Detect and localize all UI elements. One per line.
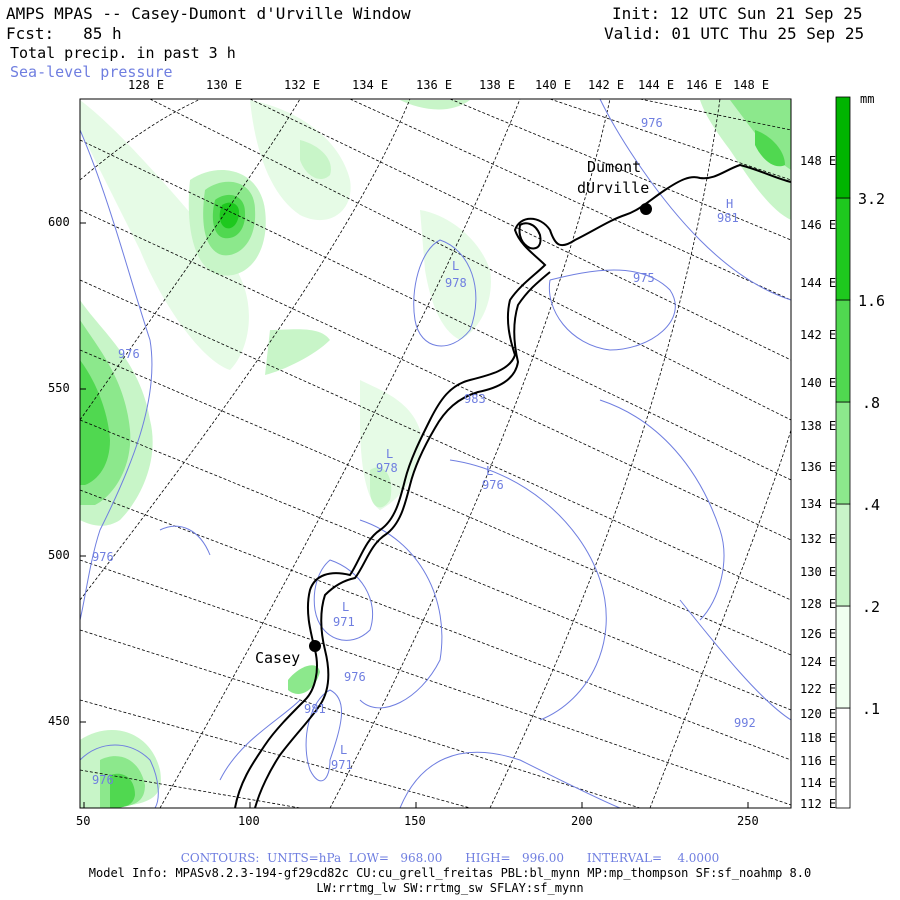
lon-label-right: 140 E: [800, 376, 837, 390]
lon-label-right: 116 E: [800, 754, 837, 768]
lon-label-right: 142 E: [800, 328, 837, 342]
slp-label: 981: [304, 702, 326, 716]
slp-label: 976: [92, 773, 114, 787]
slp-label: 981: [717, 211, 739, 225]
slp-label: 992: [734, 716, 756, 730]
slp-label: 971: [333, 615, 355, 629]
dumont-durville-station-marker[interactable]: [640, 203, 652, 215]
lon-label-right: 134 E: [800, 497, 837, 511]
colorbar-level: 3.2: [858, 190, 886, 208]
field-name: Total precip. in past 3 h: [10, 44, 236, 62]
colorbar-level: .8: [862, 394, 881, 412]
lon-label-right: 114 E: [800, 776, 837, 790]
lon-label-top: 146 E: [686, 78, 723, 92]
x-tick-label: 50: [76, 814, 91, 828]
colorbar-swatch: [835, 707, 851, 809]
station-label-casey: Casey: [255, 649, 301, 667]
colorbar-level: 1.6: [858, 292, 886, 310]
colorbar-swatch: [835, 605, 851, 709]
slp-label: 976: [482, 478, 504, 492]
overlay-name: Sea-level pressure: [10, 63, 173, 81]
contours-info: CONTOURS: UNITS=hPa LOW= 968.00 HIGH= 99…: [180, 851, 720, 865]
lon-label-right: 120 E: [800, 707, 837, 721]
lon-label-top: 140 E: [535, 78, 572, 92]
slp-label: 976: [118, 347, 140, 361]
station-label-durville: dUrville: [577, 179, 650, 197]
station-label-dumont: Dumont: [587, 158, 642, 176]
lon-label-right: 136 E: [800, 460, 837, 474]
lon-label-top: 142 E: [588, 78, 625, 92]
y-tick-label: 450: [48, 714, 70, 728]
y-tick-label: 500: [48, 548, 70, 562]
lon-label-right: 124 E: [800, 655, 837, 669]
axis-ticks: [80, 222, 749, 808]
x-tick-label: 100: [238, 814, 260, 828]
low-center-marker: L: [452, 259, 460, 273]
model-info-line2: LW:rrtmg_lw SW:rrtmg_sw SFLAY:sf_mynn: [316, 881, 584, 895]
slp-label: 978: [376, 461, 398, 475]
x-tick-label: 200: [571, 814, 593, 828]
map-frame: [79, 98, 792, 809]
valid-time: Valid: 01 UTC Thu 25 Sep 25: [604, 24, 865, 43]
colorbar-swatch: [835, 96, 851, 199]
colorbar-level: .1: [862, 700, 881, 718]
lon-label-right: 130 E: [800, 565, 837, 579]
low-center-marker: L: [342, 600, 350, 614]
slp-contours: [80, 99, 791, 808]
slp-label: 983: [464, 392, 486, 406]
colorbar-swatch: [835, 197, 851, 301]
init-time: Init: 12 UTC Sun 21 Sep 25: [612, 4, 863, 23]
lon-label-top: 128 E: [128, 78, 165, 92]
low-center-marker: L: [340, 743, 348, 757]
coastline: [234, 163, 792, 809]
lon-label-right: 148 E: [800, 154, 837, 168]
y-tick-label: 600: [48, 215, 70, 229]
low-center-marker: L: [386, 447, 394, 461]
colorbar-swatch: [835, 401, 851, 505]
forecast-hour: Fcst: 85 h: [6, 24, 122, 44]
x-tick-label: 250: [737, 814, 759, 828]
lon-label-top: 134 E: [352, 78, 389, 92]
low-center-marker: L: [486, 464, 494, 478]
forecast-value: 85 h: [83, 24, 122, 43]
slp-label: 976: [344, 670, 366, 684]
precip-field: [80, 100, 791, 808]
lon-label-top: 144 E: [638, 78, 675, 92]
slp-label: 978: [445, 276, 467, 290]
model-info: Model Info: MPASv8.2.3-194-gf29cd82c CU:…: [88, 866, 812, 880]
colorbar-swatch: [835, 503, 851, 607]
lon-label-top: 136 E: [416, 78, 453, 92]
colorbar: [835, 96, 851, 809]
lon-label-right: 144 E: [800, 276, 837, 290]
lon-label-right: 128 E: [800, 597, 837, 611]
x-tick-label: 150: [404, 814, 426, 828]
slp-label: 976: [92, 550, 114, 564]
slp-label: 975: [633, 271, 655, 285]
lon-label-right: 138 E: [800, 419, 837, 433]
lon-label-top: 138 E: [479, 78, 516, 92]
casey-station-marker[interactable]: [309, 640, 321, 652]
graticule: [80, 99, 791, 808]
plot-title: AMPS MPAS -- Casey-Dumont d'Urville Wind…: [6, 4, 411, 23]
lon-label-top: 148 E: [733, 78, 770, 92]
lon-label-right: 132 E: [800, 532, 837, 546]
lon-label-right: 146 E: [800, 218, 837, 232]
lon-label-top: 130 E: [206, 78, 243, 92]
colorbar-unit: mm: [860, 92, 875, 106]
slp-label: 971: [331, 758, 353, 772]
slp-label: 976: [641, 116, 663, 130]
colorbar-swatch: [835, 299, 851, 403]
lon-label-top: 132 E: [284, 78, 321, 92]
high-center-marker: H: [726, 197, 734, 211]
forecast-label: Fcst:: [6, 24, 55, 43]
lon-label-right: 118 E: [800, 731, 837, 745]
colorbar-level: .4: [862, 496, 881, 514]
colorbar-level: .2: [862, 598, 881, 616]
lon-label-right: 112 E: [800, 797, 837, 811]
lon-label-right: 126 E: [800, 627, 837, 641]
lon-label-right: 122 E: [800, 682, 837, 696]
y-tick-label: 550: [48, 381, 70, 395]
